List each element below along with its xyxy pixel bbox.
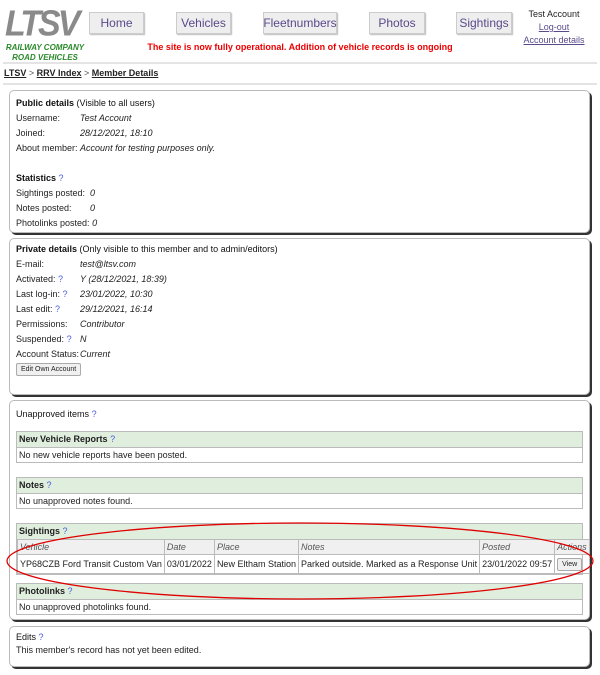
private-row: Permissions: Contributor	[16, 318, 125, 329]
table-cell: New Eltham Station	[213, 554, 299, 574]
divider	[3, 62, 597, 64]
public-details-panel: Public details (Visible to all users) Us…	[9, 90, 590, 233]
breadcrumb-rrv-index[interactable]: RRV Index	[36, 68, 82, 78]
user-name: Test Account	[528, 9, 580, 19]
nav-fleetnumbers[interactable]: Fleetnumbers	[263, 12, 337, 34]
account-details-link[interactable]: Account details	[523, 35, 585, 45]
unapproved-items-panel: Unapproved items ? New Vehicle Reports ?…	[9, 400, 590, 620]
private-row: E-mail: test@ltsv.com	[16, 258, 136, 269]
help-icon[interactable]: ?	[66, 333, 72, 344]
help-icon[interactable]: ?	[46, 480, 52, 490]
vehicle-reports-section: New Vehicle Reports ? No new vehicle repo…	[16, 431, 583, 463]
help-icon[interactable]: ?	[62, 288, 68, 299]
nav-home[interactable]: Home	[89, 12, 144, 34]
column-header: Posted	[479, 539, 556, 555]
table-row: YP68CZB Ford Transit Custom Van 03/01/202…	[17, 554, 590, 574]
breadcrumb-member-details[interactable]: Member Details	[91, 68, 159, 78]
help-icon[interactable]: ?	[62, 526, 68, 536]
edit-account-button[interactable]: Edit Own Account	[16, 363, 82, 376]
nav-photos[interactable]: Photos	[369, 12, 425, 34]
logout-link[interactable]: Log-out	[538, 22, 570, 32]
site-logo[interactable]: LTSV RAILWAY COMPANY ROAD VEHICLES	[5, 4, 85, 62]
logo-subtitle: RAILWAY COMPANY ROAD VEHICLES	[5, 43, 85, 62]
column-header: Vehicle	[17, 539, 165, 555]
nav-sightings[interactable]: Sightings	[456, 12, 512, 34]
help-icon[interactable]: ?	[38, 632, 44, 642]
help-icon[interactable]: ?	[58, 273, 64, 284]
annotation-ellipse	[6, 522, 594, 600]
help-icon[interactable]: ?	[67, 586, 73, 596]
private-row: Last edit: ? 29/12/2021, 16:14	[16, 303, 153, 314]
notes-section: Notes ? No unapproved notes found.	[16, 477, 583, 509]
user-box: Test Account Log-out Account details	[515, 8, 593, 47]
edits-panel: Edits ? This member's record has not yet…	[9, 626, 590, 667]
help-icon[interactable]: ?	[110, 434, 116, 444]
help-icon[interactable]: ?	[58, 173, 64, 183]
private-row: Account Status: Current	[16, 348, 111, 359]
help-icon[interactable]: ?	[55, 303, 61, 314]
table-cell: 23/01/2022 09:57	[479, 554, 556, 574]
help-icon[interactable]: ?	[91, 409, 97, 419]
table-cell: Parked outside. Marked as a Response Uni…	[297, 554, 481, 574]
breadcrumb-ltsv[interactable]: LTSV	[4, 68, 27, 78]
view-button[interactable]: View	[557, 557, 583, 571]
column-header: Date	[163, 539, 215, 555]
breadcrumb: LTSV > RRV Index > Member Details	[4, 68, 159, 78]
private-details-panel: Private details (Only visible to this me…	[9, 238, 590, 395]
private-row: Last log-in: ? 23/01/2022, 10:30	[16, 288, 153, 299]
divider	[3, 83, 597, 85]
private-row: Activated: ? Y (28/12/2021, 18:39)	[16, 273, 167, 284]
sightings-table: Vehicle Date Place Notes Posted Actions YP68CZ…	[17, 539, 590, 574]
column-header: Place	[213, 539, 299, 555]
site-message: The site is now fully operational. Addit…	[147, 42, 453, 52]
nav-vehicles[interactable]: Vehicles	[176, 12, 231, 34]
table-cell: 03/01/2022	[163, 554, 215, 574]
private-row: Suspended: ? N	[16, 333, 87, 344]
